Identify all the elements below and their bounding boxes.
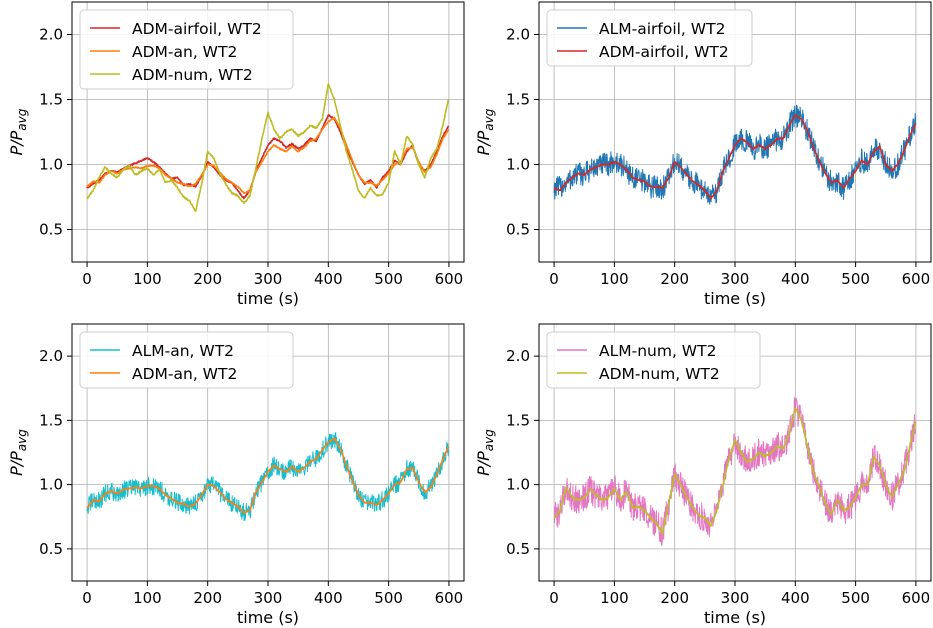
y-axis-title: P/Pavg xyxy=(7,429,29,476)
x-tick-label: 600 xyxy=(435,589,464,607)
x-axis-title: time (s) xyxy=(237,289,299,308)
y-axis-title-sub: avg xyxy=(15,108,29,130)
x-tick-label: 500 xyxy=(374,589,403,607)
y-tick-label: 0.5 xyxy=(506,540,530,558)
y-tick-label: 1.5 xyxy=(506,91,530,109)
x-tick-label: 400 xyxy=(314,589,343,607)
y-tick-label: 2.0 xyxy=(39,26,63,44)
y-tick-label: 2.0 xyxy=(39,347,63,365)
x-tick-label: 500 xyxy=(374,270,403,288)
series-line-1 xyxy=(553,104,917,205)
legend-label: ADM-num, WT2 xyxy=(132,66,253,84)
x-tick-label: 300 xyxy=(721,589,750,607)
y-axis-title-main: P/P xyxy=(7,130,26,155)
y-tick-label: 2.0 xyxy=(506,26,530,44)
x-tick-label: 100 xyxy=(133,589,162,607)
legend-box xyxy=(546,9,753,67)
y-tick-label: 1.0 xyxy=(39,476,63,494)
x-tick-label: 0 xyxy=(549,589,559,607)
x-tick-label: 500 xyxy=(841,589,870,607)
legend-box xyxy=(79,9,294,90)
x-tick-label: 300 xyxy=(254,589,283,607)
x-tick-label: 200 xyxy=(193,270,222,288)
legend: ADM-airfoil, WT2 ADM-an, WT2 ADM-num, WT2 xyxy=(79,9,294,90)
chart-panel-1: 0 100 200 300 400 500 600 0.5 1.0 1.5 2.0 time (s) P… xyxy=(7,1,465,308)
y-tick-label: 1.0 xyxy=(39,156,63,174)
chart-panel-3: 0 100 200 300 400 500 600 0.5 1.0 1.5 2.0 time (s) P… xyxy=(7,323,465,627)
chart-panel-4: 0 100 200 300 400 500 600 0.5 1.0 1.5 2.0 time (s) P… xyxy=(474,323,932,627)
y-axis-title-sub: avg xyxy=(482,108,496,130)
legend-box xyxy=(546,331,761,389)
legend-label: ADM-an, WT2 xyxy=(132,365,237,383)
legend-label: ADM-num, WT2 xyxy=(599,365,720,383)
x-tick-label: 0 xyxy=(82,589,92,607)
y-tick-label: 0.5 xyxy=(506,221,530,239)
legend-label: ADM-airfoil, WT2 xyxy=(599,43,729,61)
x-tick-label: 400 xyxy=(314,270,343,288)
x-tick-label: 200 xyxy=(660,270,689,288)
x-tick-label: 100 xyxy=(133,270,162,288)
x-tick-label: 400 xyxy=(781,589,810,607)
series-line-2 xyxy=(553,407,917,535)
x-tick-label: 600 xyxy=(902,589,931,607)
x-axis-title: time (s) xyxy=(704,608,766,627)
y-tick-label: 0.5 xyxy=(39,221,63,239)
legend-box xyxy=(79,331,294,389)
series-line-2 xyxy=(86,116,450,194)
x-axis-title: time (s) xyxy=(237,608,299,627)
y-axis-title-main: P/P xyxy=(474,130,493,155)
y-axis-title: P/Pavg xyxy=(474,108,496,155)
legend-label: ALM-an, WT2 xyxy=(132,342,234,360)
series-line-2 xyxy=(86,437,450,514)
y-axis-title: P/Pavg xyxy=(7,108,29,155)
x-tick-label: 100 xyxy=(600,589,629,607)
y-tick-label: 0.5 xyxy=(39,540,63,558)
y-tick-label: 1.5 xyxy=(39,91,63,109)
legend-label: ALM-num, WT2 xyxy=(599,342,716,360)
y-axis-title: P/Pavg xyxy=(474,429,496,476)
x-tick-label: 600 xyxy=(435,270,464,288)
x-tick-label: 0 xyxy=(82,270,92,288)
x-tick-label: 100 xyxy=(600,270,629,288)
x-tick-label: 200 xyxy=(193,589,222,607)
y-tick-label: 2.0 xyxy=(506,347,530,365)
legend-label: ADM-airfoil, WT2 xyxy=(132,20,262,38)
x-tick-label: 300 xyxy=(721,270,750,288)
x-tick-label: 500 xyxy=(841,270,870,288)
series-line-3 xyxy=(86,83,450,213)
series-line-2 xyxy=(553,114,917,200)
y-tick-label: 1.0 xyxy=(506,156,530,174)
x-axis-title: time (s) xyxy=(704,289,766,308)
y-axis-title-sub: avg xyxy=(15,429,29,451)
x-tick-label: 400 xyxy=(781,270,810,288)
y-axis-title-sub: avg xyxy=(482,429,496,451)
legend: ALM-airfoil, WT2 ADM-airfoil, WT2 xyxy=(546,9,753,67)
x-tick-label: 600 xyxy=(902,270,931,288)
y-axis-title-main: P/P xyxy=(474,451,493,476)
x-tick-label: 200 xyxy=(660,589,689,607)
y-axis-title-main: P/P xyxy=(7,451,26,476)
legend: ALM-num, WT2 ADM-num, WT2 xyxy=(546,331,761,389)
chart-panel-2: 0 100 200 300 400 500 600 0.5 1.0 1.5 2.0 time (s) P… xyxy=(474,1,932,308)
legend-label: ALM-airfoil, WT2 xyxy=(599,20,725,38)
y-tick-label: 1.5 xyxy=(39,411,63,429)
series-line-1 xyxy=(86,114,450,200)
y-tick-label: 1.5 xyxy=(506,411,530,429)
legend: ALM-an, WT2 ADM-an, WT2 xyxy=(79,331,294,389)
y-tick-label: 1.0 xyxy=(506,476,530,494)
legend-label: ADM-an, WT2 xyxy=(132,43,237,61)
series-line-1 xyxy=(553,397,917,547)
x-tick-label: 0 xyxy=(549,270,559,288)
x-tick-label: 300 xyxy=(254,270,283,288)
